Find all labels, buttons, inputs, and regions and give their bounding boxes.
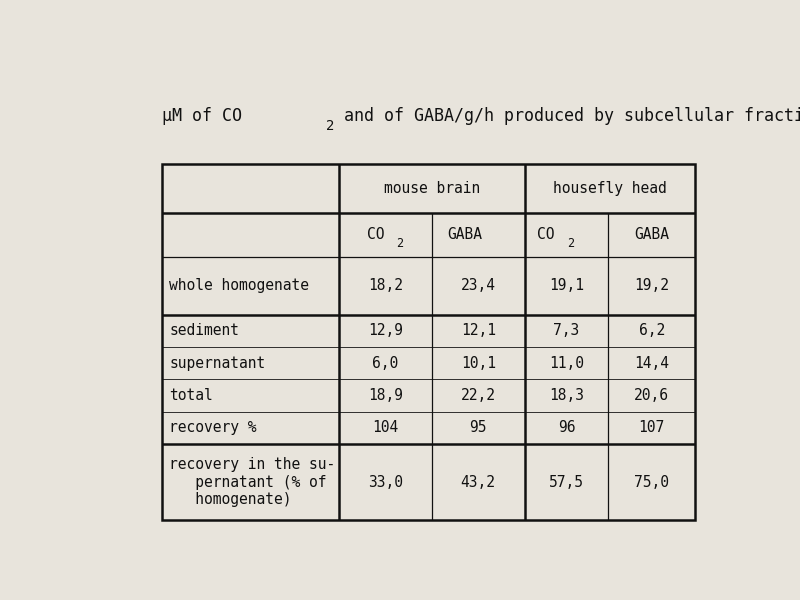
Text: 107: 107 [638,420,665,435]
Text: recovery in the su-: recovery in the su- [170,457,336,472]
Text: 20,6: 20,6 [634,388,670,403]
Text: whole homogenate: whole homogenate [170,278,310,293]
Text: GABA: GABA [446,227,482,242]
Text: 2: 2 [396,236,403,250]
Text: GABA: GABA [634,227,670,242]
Text: 23,4: 23,4 [461,278,496,293]
Text: 7,3: 7,3 [554,323,580,338]
Text: 22,2: 22,2 [461,388,496,403]
Text: 14,4: 14,4 [634,356,670,371]
Text: CO: CO [538,227,554,242]
Text: 18,3: 18,3 [549,388,584,403]
Text: 18,2: 18,2 [368,278,402,293]
Text: supernatant: supernatant [170,356,266,371]
Text: 43,2: 43,2 [461,475,496,490]
Text: 104: 104 [372,420,398,435]
Text: CO: CO [366,227,384,242]
Text: 6,2: 6,2 [638,323,665,338]
Text: 2: 2 [567,236,574,250]
Text: 95: 95 [470,420,487,435]
Text: μM of CO: μM of CO [162,107,242,125]
Text: 10,1: 10,1 [461,356,496,371]
Text: 19,1: 19,1 [549,278,584,293]
Text: 75,0: 75,0 [634,475,670,490]
Text: housefly head: housefly head [553,181,667,196]
Text: 2: 2 [326,119,334,133]
Text: 6,0: 6,0 [372,356,398,371]
Text: pernatant (% of: pernatant (% of [170,475,327,490]
Text: 12,1: 12,1 [461,323,496,338]
Text: total: total [170,388,213,403]
Bar [162,164,695,520]
Text: 33,0: 33,0 [368,475,402,490]
Text: 11,0: 11,0 [549,356,584,371]
Text: homogenate): homogenate) [170,492,292,507]
Text: 19,2: 19,2 [634,278,670,293]
Text: mouse brain: mouse brain [383,181,480,196]
Text: 18,9: 18,9 [368,388,402,403]
Text: 57,5: 57,5 [549,475,584,490]
Text: and of GABA/g/h produced by subcellular fractions: and of GABA/g/h produced by subcellular … [334,107,800,125]
Text: 12,9: 12,9 [368,323,402,338]
Text: recovery %: recovery % [170,420,257,435]
Text: sediment: sediment [170,323,239,338]
Text: 96: 96 [558,420,575,435]
